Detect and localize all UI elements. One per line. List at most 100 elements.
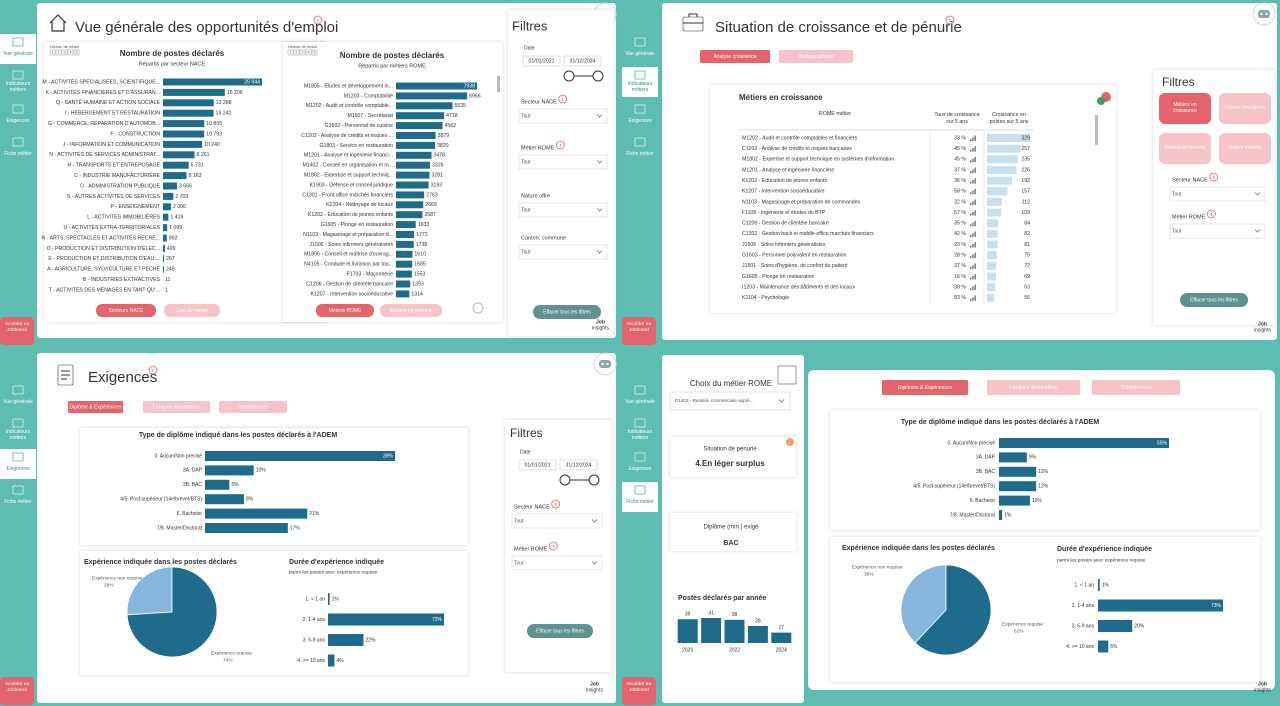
clear-button[interactable] xyxy=(1180,293,1248,307)
tab-label[interactable]: Compétences xyxy=(238,404,269,410)
category-button[interactable] xyxy=(1159,93,1211,124)
clear-button[interactable] xyxy=(533,305,601,319)
button-label[interactable]: Métiers ROME xyxy=(329,308,362,314)
dropdown-value[interactable]: D1403 - Relation commerciale auprè... xyxy=(675,398,754,403)
nav-item[interactable]: Vue générale xyxy=(625,51,655,58)
slider-handle[interactable] xyxy=(592,70,604,82)
slider-handle[interactable] xyxy=(559,474,571,486)
tab-label[interactable]: Diplômes & Expériences xyxy=(898,385,953,391)
nav-item[interactable]: Exigences xyxy=(6,466,30,473)
detail-level-box[interactable] xyxy=(73,49,80,56)
jobboard-label[interactable]: Accéder au Jobboard xyxy=(626,682,652,693)
clear-button[interactable] xyxy=(527,624,593,638)
detail-level[interactable]: 3 xyxy=(302,51,304,55)
dropdown-value[interactable]: Tout xyxy=(521,113,531,119)
clear-label[interactable]: Effacer tous les filtres xyxy=(1190,297,1238,303)
clear-label[interactable]: Effacer tous les filtres xyxy=(536,628,584,634)
date-box[interactable] xyxy=(518,459,557,471)
dropdown[interactable] xyxy=(1169,186,1266,202)
dropdown-value[interactable]: Tout xyxy=(521,249,531,255)
dropdown-value[interactable]: Tout xyxy=(521,207,531,213)
detail-level-box[interactable] xyxy=(287,49,294,56)
dropdown[interactable] xyxy=(511,555,603,571)
tab-label[interactable]: Langues demandées xyxy=(153,404,200,410)
detail-level[interactable]: 2 xyxy=(58,51,60,55)
category-button-label[interactable]: Métiers émergents xyxy=(1224,104,1266,111)
nav-item[interactable]: Exigences xyxy=(628,118,652,125)
clear-label[interactable]: Effacer tous les filtres xyxy=(543,309,591,315)
button[interactable] xyxy=(164,304,220,317)
category-button[interactable] xyxy=(1159,133,1211,164)
detail-level[interactable]: 2 xyxy=(296,51,298,55)
nav-item[interactable]: Vue générale xyxy=(3,51,33,58)
tab-label[interactable]: Analyse pénurie xyxy=(798,54,834,60)
jobboard-button[interactable] xyxy=(622,677,656,705)
nav-item[interactable]: Fiche métier xyxy=(626,499,654,506)
detail-level[interactable]: 1 xyxy=(52,51,54,55)
dropdown[interactable] xyxy=(511,513,603,529)
date-box[interactable] xyxy=(563,55,602,67)
dropdown-value[interactable]: Tout xyxy=(521,159,531,165)
category-button-label[interactable]: Métiers en croissance xyxy=(1173,101,1197,114)
jobboard-label[interactable]: Accéder au Jobboard xyxy=(4,322,30,333)
dropdown-value[interactable]: Tout xyxy=(514,560,524,566)
dropdown[interactable] xyxy=(518,202,608,218)
nav-item[interactable]: Vue générale xyxy=(625,399,655,406)
slider-handle[interactable] xyxy=(563,70,575,82)
tab-label[interactable]: Langues demandées xyxy=(1010,385,1057,391)
detail-level-box[interactable] xyxy=(293,49,300,56)
detail-level[interactable]: 5 xyxy=(76,51,78,55)
detail-level-box[interactable] xyxy=(305,49,312,56)
jobboard-label[interactable]: Accéder au Jobboard xyxy=(626,322,652,333)
category-button-label[interactable]: Autres métiers xyxy=(1228,144,1262,151)
tab-label[interactable]: Analyse croissance xyxy=(713,54,756,60)
detail-level-box[interactable] xyxy=(311,49,318,56)
button-label[interactable]: Lieu de travail xyxy=(176,308,207,314)
button[interactable] xyxy=(316,304,374,317)
date-box[interactable] xyxy=(559,459,598,471)
jobboard-button[interactable] xyxy=(0,677,34,705)
date-box[interactable] xyxy=(522,55,561,67)
jobboard-button[interactable] xyxy=(622,317,656,345)
dropdown-value[interactable]: Tout xyxy=(514,518,524,524)
nav-item[interactable]: Vue générale xyxy=(3,399,33,406)
tab[interactable] xyxy=(219,401,287,413)
dropdown[interactable] xyxy=(669,391,791,411)
detail-level-box[interactable] xyxy=(299,49,306,56)
detail-level-box[interactable] xyxy=(67,49,74,56)
detail-level[interactable]: 5 xyxy=(314,51,316,55)
slider-handle[interactable] xyxy=(588,474,600,486)
nav-item[interactable]: Indicateurs métiers xyxy=(627,429,653,441)
category-button[interactable] xyxy=(1219,133,1271,164)
dropdown[interactable] xyxy=(518,244,608,260)
tab[interactable] xyxy=(68,401,123,413)
nav-item[interactable]: Fiche métier xyxy=(626,151,654,158)
jobboard-button[interactable] xyxy=(0,317,34,345)
tab[interactable] xyxy=(987,380,1080,395)
tab-label[interactable]: Diplôme & Expériences xyxy=(70,404,122,410)
nav-item[interactable]: Exigences xyxy=(628,466,652,473)
detail-level[interactable]: 4 xyxy=(70,51,72,55)
button[interactable] xyxy=(380,304,442,317)
category-button[interactable] xyxy=(1219,93,1271,124)
tab[interactable] xyxy=(1092,380,1180,395)
detail-level-box[interactable] xyxy=(49,49,56,56)
jobboard-label[interactable]: Accéder au Jobboard xyxy=(4,682,30,693)
dropdown[interactable] xyxy=(1169,223,1266,239)
detail-level-box[interactable] xyxy=(55,49,62,56)
tab[interactable] xyxy=(882,380,968,395)
detail-level[interactable]: 4 xyxy=(308,51,310,55)
button-label[interactable]: Secteurs NACE xyxy=(108,308,144,314)
button-label[interactable]: Métiers en pénurie xyxy=(390,308,432,314)
nav-item[interactable]: Fiche métier xyxy=(4,499,32,506)
dropdown-value[interactable]: Tout xyxy=(1172,191,1182,197)
tab[interactable] xyxy=(700,50,770,63)
nav-item[interactable]: Indicateurs métiers xyxy=(5,81,31,93)
nav-item[interactable]: Indicateurs métiers xyxy=(5,429,31,441)
nav-item[interactable]: Indicateurs métiers xyxy=(627,81,653,93)
detail-level-box[interactable] xyxy=(61,49,68,56)
category-button-label[interactable]: Métiers en tension xyxy=(1164,144,1206,151)
nav-item[interactable]: Exigences xyxy=(6,118,30,125)
tab[interactable] xyxy=(779,50,853,63)
nav-item[interactable]: Fiche métier xyxy=(4,151,32,158)
